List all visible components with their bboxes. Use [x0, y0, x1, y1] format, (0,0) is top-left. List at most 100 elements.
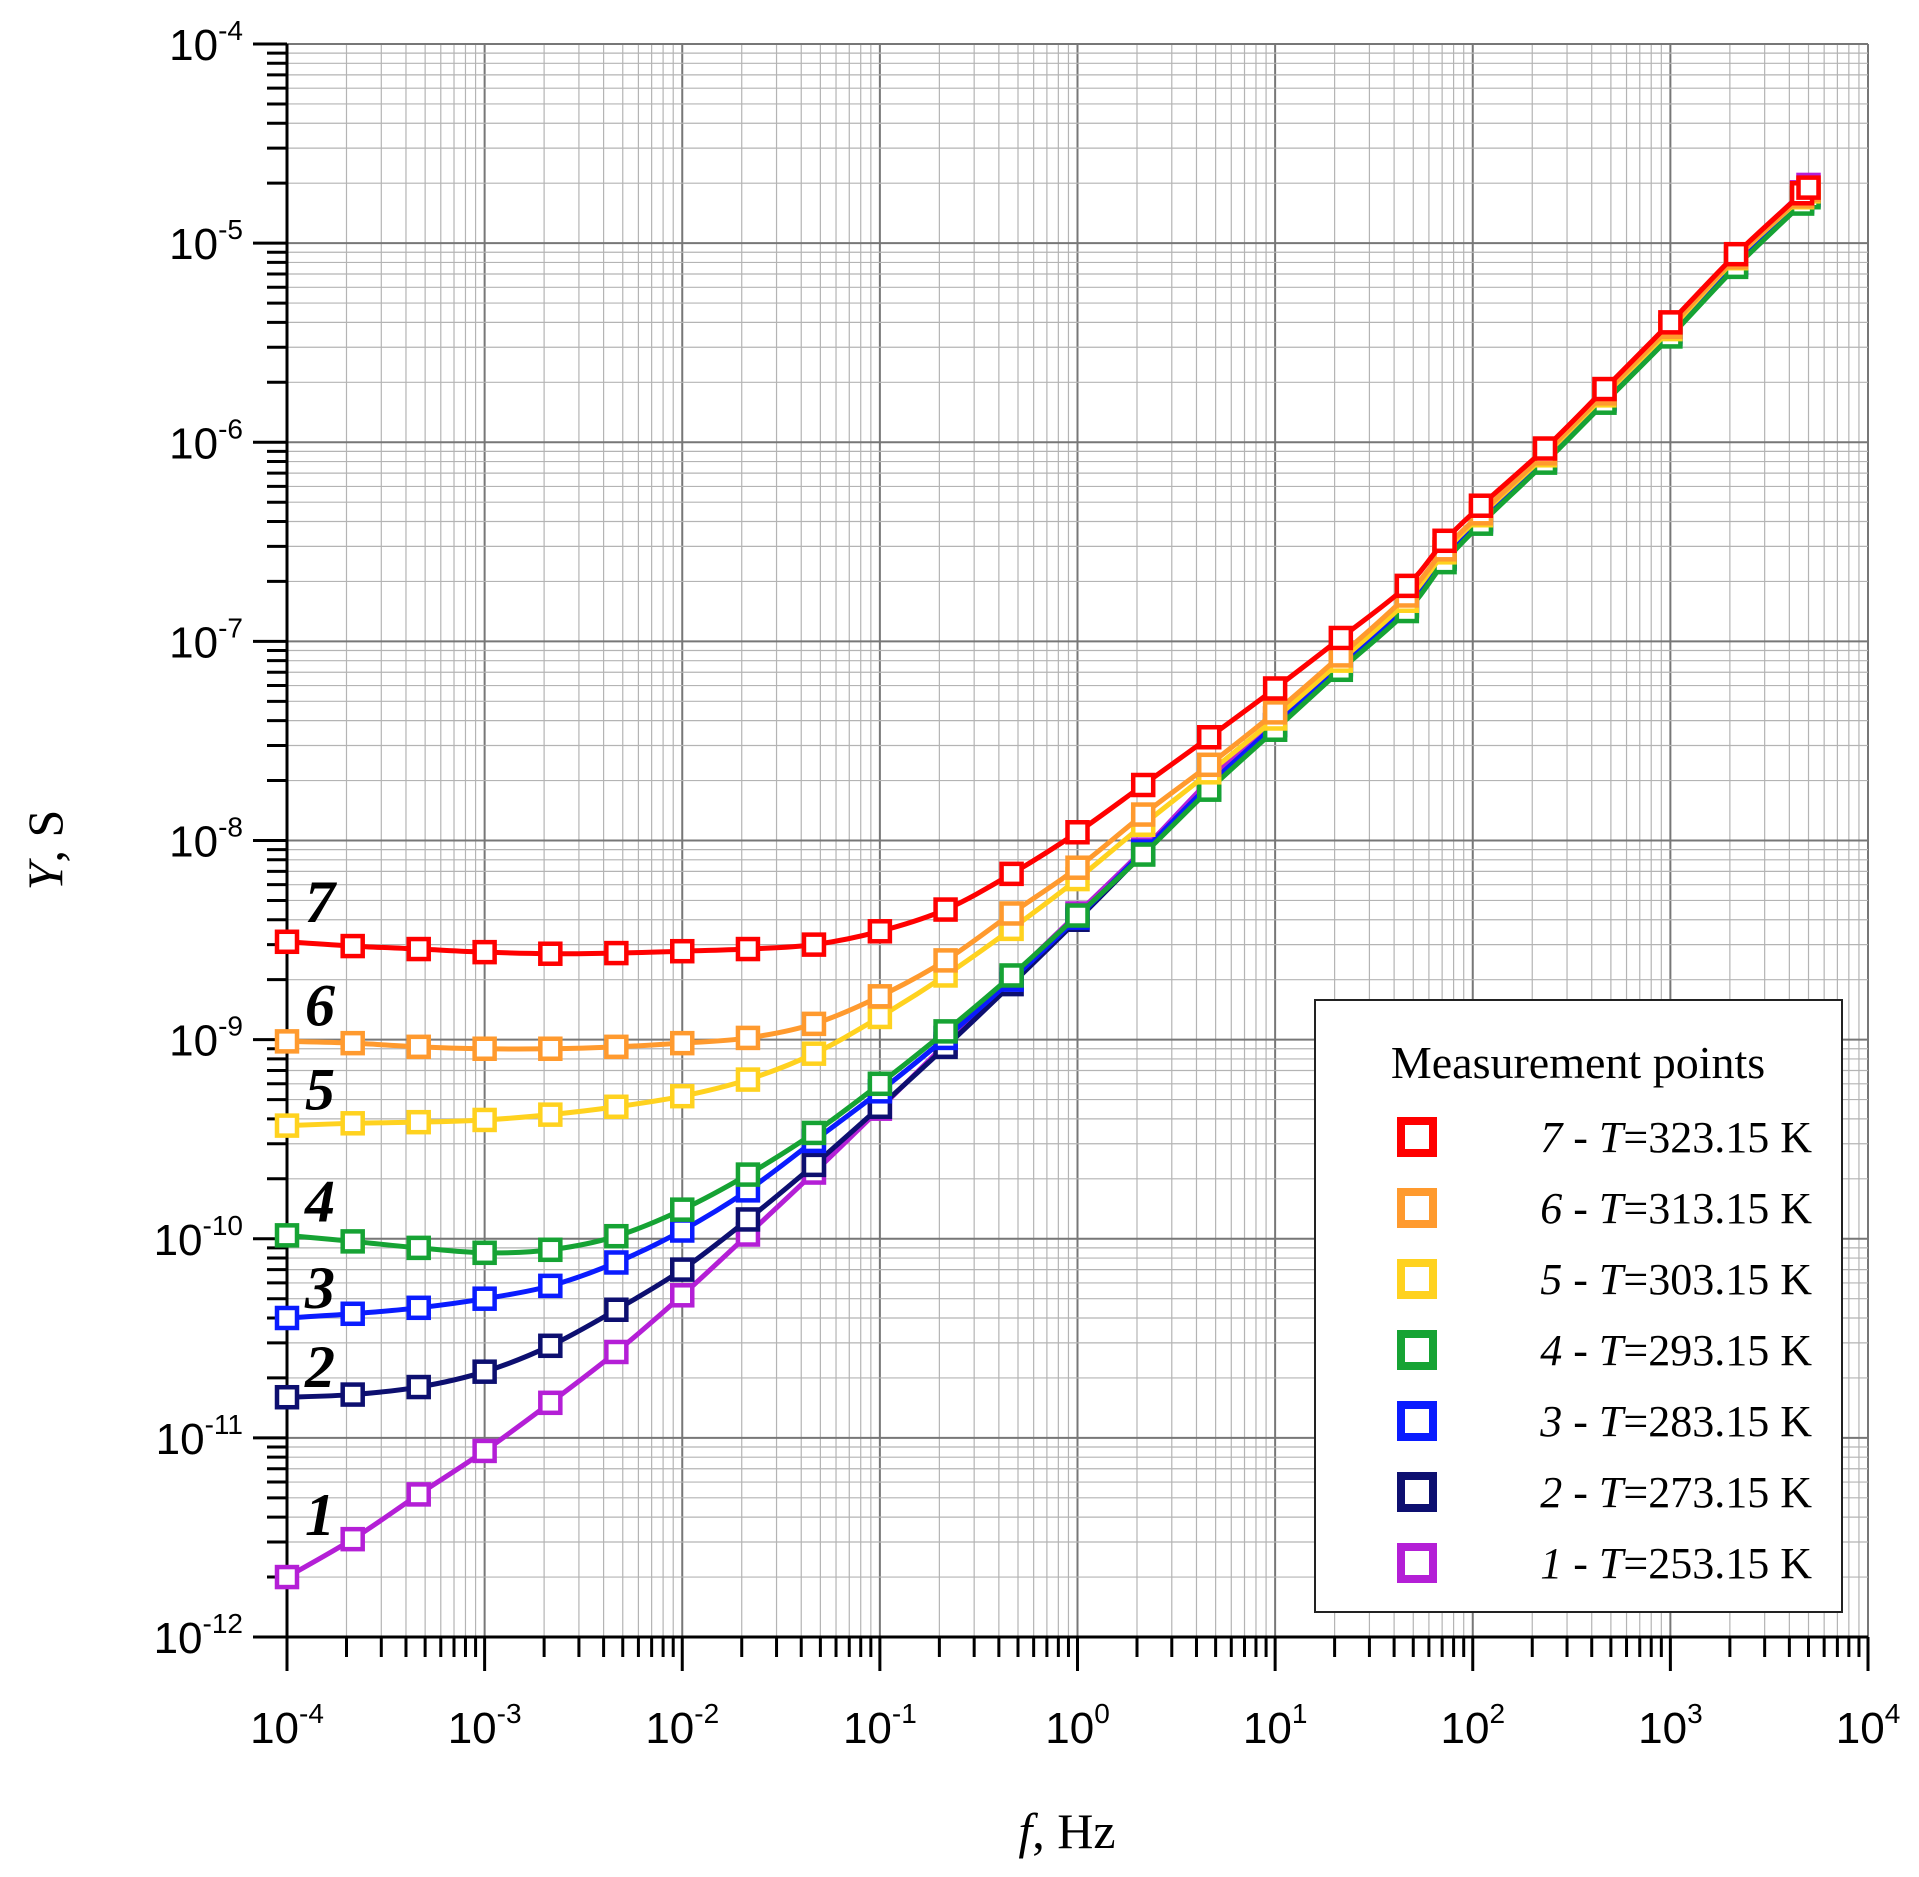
x-tick-label: 102 — [1440, 1698, 1505, 1753]
legend-item-4: 4 - T=293.15 K — [1397, 1326, 1812, 1375]
grid-layer — [286, 43, 1869, 1638]
y-tick-label: 10-6 — [169, 413, 243, 468]
series-7-marker — [538, 941, 563, 966]
legend-item-6: 6 - T=313.15 K — [1397, 1184, 1812, 1233]
x-tick-base: 10 — [448, 1704, 497, 1753]
legend-item-7: 7 - T=323.15 K — [1397, 1113, 1812, 1162]
y-tick-base: 10 — [169, 618, 218, 667]
y-tick-exponent: -10 — [203, 1210, 243, 1241]
y-tick-exponent: -7 — [218, 612, 243, 643]
series-4-marker — [999, 963, 1024, 988]
series-3-marker — [538, 1273, 563, 1299]
x-tick-base: 10 — [1638, 1704, 1687, 1753]
y-tick-exponent: -9 — [218, 1011, 243, 1042]
x-tick-exponent: 0 — [1094, 1698, 1110, 1729]
legend-item-2: 2 - T=273.15 K — [1397, 1468, 1812, 1517]
series-6-marker — [604, 1034, 629, 1060]
legend-number: 6 — [1540, 1184, 1562, 1233]
series-5-marker — [604, 1094, 629, 1120]
x-tick-exponent: -1 — [892, 1698, 917, 1729]
x-tick-label: 101 — [1243, 1698, 1308, 1753]
legend-label-5: 5 - T=303.15 K — [1540, 1255, 1812, 1304]
series-4-marker — [538, 1237, 563, 1263]
series-2-marker — [735, 1207, 761, 1232]
series-6-marker — [406, 1034, 431, 1060]
curve-label-4: 4 — [304, 1168, 335, 1234]
legend-temperature-value: =253.15 K — [1623, 1539, 1812, 1588]
series-7-marker — [406, 936, 431, 962]
series-7-marker — [867, 919, 893, 944]
series-2-marker — [801, 1152, 827, 1178]
x-tick-exponent: 1 — [1292, 1698, 1308, 1729]
legend-item-3: 3 - T=283.15 K — [1397, 1397, 1812, 1446]
series-7-line — [286, 184, 1812, 957]
series-layer — [274, 172, 1821, 1590]
x-tick-label: 10-4 — [250, 1698, 324, 1753]
series-7-marker — [1658, 310, 1683, 335]
y-tick-label: 10-4 — [169, 15, 243, 70]
series-1-marker — [406, 1482, 431, 1507]
series-7-marker — [1394, 573, 1420, 599]
legend-label-7: 7 - T=323.15 K — [1540, 1113, 1812, 1162]
series-6-marker — [340, 1030, 365, 1056]
x-tick-base: 10 — [1243, 1704, 1292, 1753]
y-tick-label: 10-7 — [169, 612, 243, 667]
series-7-marker — [1262, 676, 1288, 701]
series-7-marker — [999, 861, 1024, 887]
x-tick-base: 10 — [1045, 1704, 1094, 1753]
y-axis-title: Y, S — [17, 810, 73, 891]
series-3-marker — [274, 1305, 300, 1331]
series-7-marker — [1065, 820, 1090, 845]
series-7-marker — [735, 936, 761, 962]
series-5-marker — [340, 1111, 365, 1136]
x-tick-label: 10-2 — [645, 1698, 719, 1753]
x-tick-base: 10 — [1836, 1704, 1885, 1753]
legend-separator: - — [1562, 1184, 1599, 1233]
y-tick-base: 10 — [169, 818, 218, 867]
series-7-marker — [801, 932, 827, 957]
curve-label-1: 1 — [305, 1482, 335, 1548]
series-5-marker — [867, 1004, 893, 1030]
series-2-marker — [604, 1297, 629, 1322]
series-6-marker — [472, 1036, 497, 1061]
series-4-marker — [1065, 903, 1090, 928]
legend-label-2: 2 - T=273.15 K — [1540, 1468, 1812, 1517]
series-4-marker — [670, 1197, 695, 1222]
series-6-marker — [999, 901, 1024, 926]
series-2-marker — [340, 1382, 365, 1407]
legend-marker-5 — [1397, 1259, 1437, 1299]
series-4-marker — [604, 1223, 629, 1249]
series-7-marker — [1796, 175, 1821, 200]
x-axis-title: f, Hz — [1018, 1803, 1115, 1859]
legend: Measurement points 7 - T=323.15 K6 - T=3… — [1314, 999, 1843, 1613]
y-tick-label: 10-10 — [154, 1210, 243, 1265]
x-tick-base: 10 — [645, 1704, 694, 1753]
series-5-marker — [538, 1102, 563, 1127]
series-6-marker — [801, 1011, 827, 1037]
series-6-marker — [1065, 855, 1090, 880]
series-6-marker — [1196, 752, 1222, 778]
series-6-marker — [1262, 700, 1288, 725]
y-tick-base: 10 — [169, 419, 218, 468]
legend-marker-7 — [1397, 1117, 1437, 1157]
y-tick-label: 10-9 — [169, 1011, 243, 1066]
series-7-marker — [604, 940, 629, 966]
series-7-marker — [1532, 436, 1558, 461]
legend-temperature-symbol: T — [1599, 1113, 1627, 1162]
y-tick-base: 10 — [169, 220, 218, 269]
legend-number: 3 — [1539, 1397, 1562, 1446]
y-tick-base: 10 — [154, 1216, 203, 1265]
legend-number: 5 — [1540, 1255, 1562, 1304]
series-7-marker — [670, 938, 695, 964]
legend-separator: - — [1562, 1326, 1599, 1375]
legend-item-1: 1 - T=253.15 K — [1397, 1539, 1812, 1588]
series-7-marker — [1130, 772, 1156, 798]
legend-temperature-value: =303.15 K — [1623, 1255, 1812, 1304]
series-6-marker — [670, 1030, 695, 1056]
legend-marker-3 — [1397, 1401, 1437, 1441]
y-axis-title-italic: Y — [17, 857, 73, 890]
x-tick-base: 10 — [250, 1704, 299, 1753]
series-1-marker — [472, 1438, 497, 1464]
curve-label-5: 5 — [305, 1057, 335, 1123]
